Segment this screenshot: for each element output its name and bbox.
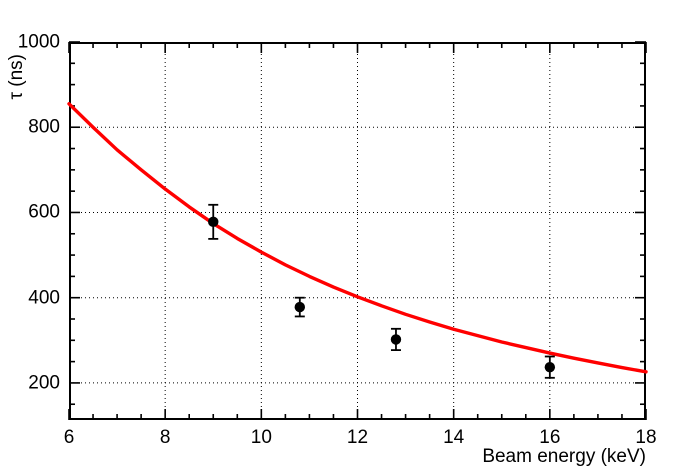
y-axis-title: τ (ns) bbox=[6, 54, 27, 100]
x-tick-label: 18 bbox=[635, 427, 657, 448]
plot-frame bbox=[69, 42, 646, 420]
x-tick-label: 8 bbox=[159, 427, 171, 448]
x-tick-label: 10 bbox=[250, 427, 272, 448]
x-tick-label: 16 bbox=[539, 427, 561, 448]
y-tick-label: 400 bbox=[28, 287, 60, 309]
x-tick-label: 12 bbox=[346, 427, 369, 448]
x-axis-title: Beam energy (keV) bbox=[482, 446, 646, 467]
x-tick-label: 6 bbox=[63, 427, 75, 448]
y-tick-label: 1000 bbox=[17, 31, 60, 53]
y-tick-label: 800 bbox=[28, 116, 60, 138]
x-tick-label: 14 bbox=[443, 427, 465, 448]
y-tick-label: 200 bbox=[28, 372, 60, 394]
y-tick-label: 600 bbox=[28, 201, 60, 223]
